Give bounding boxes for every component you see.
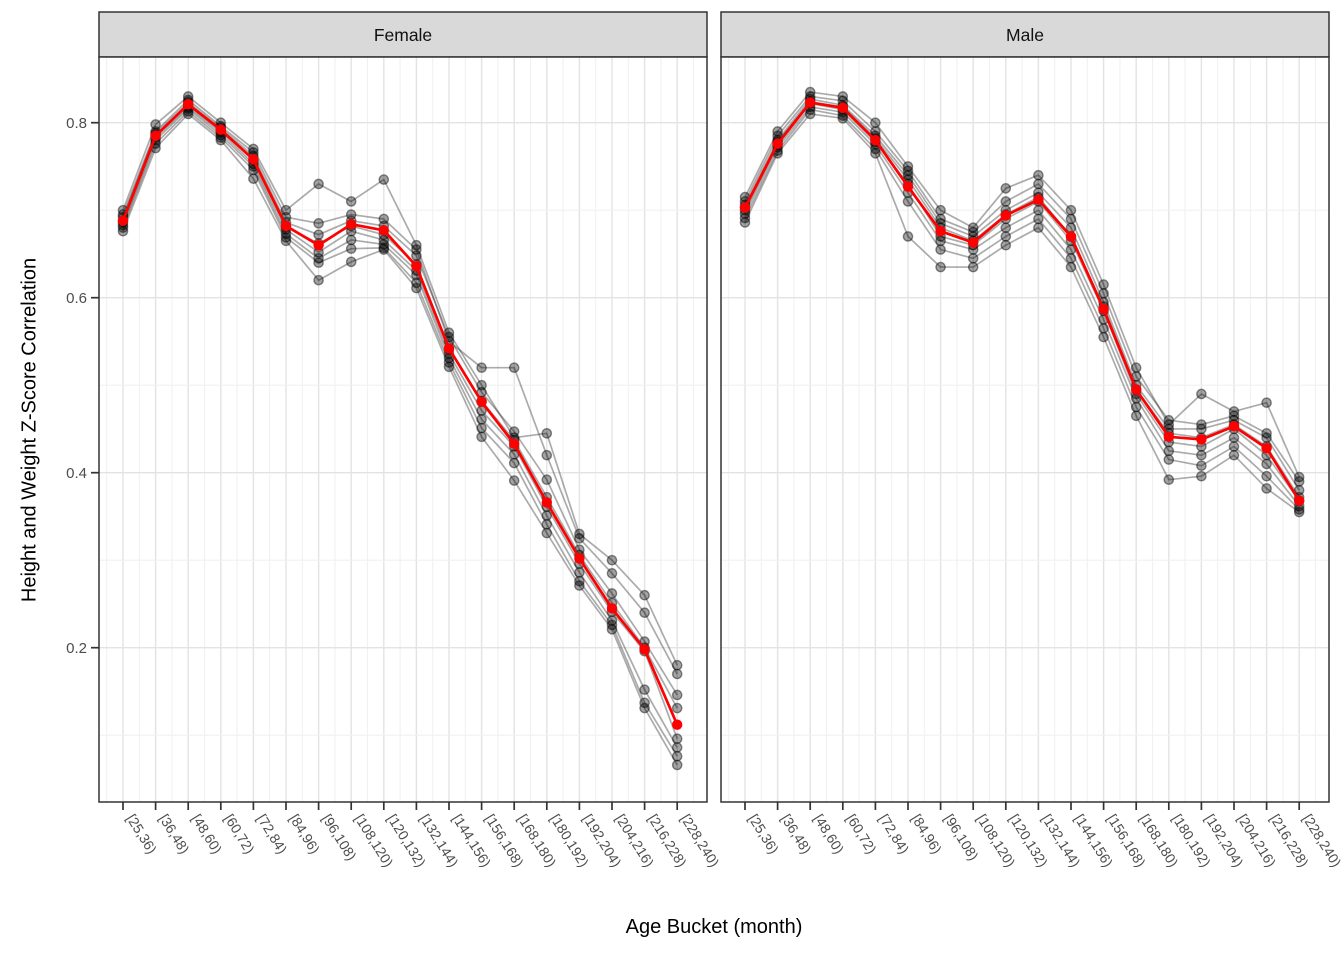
- facet-strip-label-male: Male: [1006, 25, 1044, 45]
- y-axis: 0.2 0.4 0.6 0.8: [66, 115, 99, 657]
- gray-series-line: [122, 95, 678, 666]
- facet-strip-rect: [98, 11, 708, 58]
- x-axis-male: [25,36)[36,48)[48,60)[60,72)[72,84)[84,9…: [744, 802, 1344, 870]
- facet-strip-male: Male: [720, 11, 1330, 58]
- panel-female: [98, 56, 708, 803]
- x-tick-label: [84,96): [286, 811, 323, 856]
- vertical-gridlines: [106, 57, 695, 802]
- horizontal-gridlines: [99, 121, 707, 736]
- panels: [98, 56, 1330, 803]
- x-tick-label: [72,84): [876, 811, 913, 856]
- x-tick-label: [25,36): [745, 811, 782, 856]
- x-tick-label: [60,72): [221, 811, 258, 856]
- gray-series-line: [744, 106, 1300, 507]
- gray-series-line: [122, 99, 678, 675]
- x-tick-label: [36,48): [156, 811, 193, 856]
- y-tick-label: 0.8: [66, 115, 87, 132]
- gray-series-line: [122, 101, 678, 696]
- y-tick-label: 0.4: [66, 465, 87, 482]
- facet-strips: Female Male: [98, 11, 1330, 58]
- gray-series-line: [744, 95, 1300, 482]
- y-tick-label: 0.2: [66, 640, 87, 657]
- x-tick-label: [48,60): [189, 811, 226, 856]
- gray-series-line: [744, 108, 1300, 511]
- gray-series-line: [744, 98, 1300, 491]
- horizontal-gridlines: [721, 121, 1329, 736]
- gray-series-line: [122, 110, 678, 757]
- vertical-gridlines: [728, 57, 1317, 802]
- panel-border: [98, 56, 708, 803]
- panel-border: [720, 56, 1330, 803]
- x-axis-title: Age Bucket (month): [625, 916, 803, 938]
- gray-series-line: [122, 106, 678, 739]
- x-tick-label: [72,84): [254, 811, 291, 856]
- gray-series-line: [122, 113, 678, 766]
- gray-series-line: [744, 91, 1300, 478]
- mean-series-line: [743, 101, 1301, 502]
- x-tick-label: [36,48): [778, 811, 815, 856]
- x-tick-label: [60,72): [843, 811, 880, 856]
- mean-series-points: [117, 99, 683, 730]
- x-axis-female: [25,36)[36,48)[48,60)[60,72)[72,84)[84,9…: [122, 802, 723, 870]
- facet-strip-label-female: Female: [374, 25, 432, 45]
- y-tick-label: 0.6: [66, 290, 87, 307]
- gray-series-line: [744, 113, 1300, 513]
- facet-strip-rect: [720, 11, 1330, 58]
- x-tick-label: [25,36): [123, 811, 160, 856]
- panel-male: [720, 56, 1330, 803]
- gray-series-line: [122, 107, 678, 748]
- mean-series-points: [739, 97, 1305, 506]
- facet-strip-female: Female: [98, 11, 708, 58]
- x-tick-label: [48,60): [811, 811, 848, 856]
- x-tick-label: [84,96): [908, 811, 945, 856]
- mean-series-line: [121, 102, 679, 726]
- y-axis-title: Height and Weight Z-Score Correlation: [18, 257, 41, 603]
- gray-series-line: [744, 102, 1300, 502]
